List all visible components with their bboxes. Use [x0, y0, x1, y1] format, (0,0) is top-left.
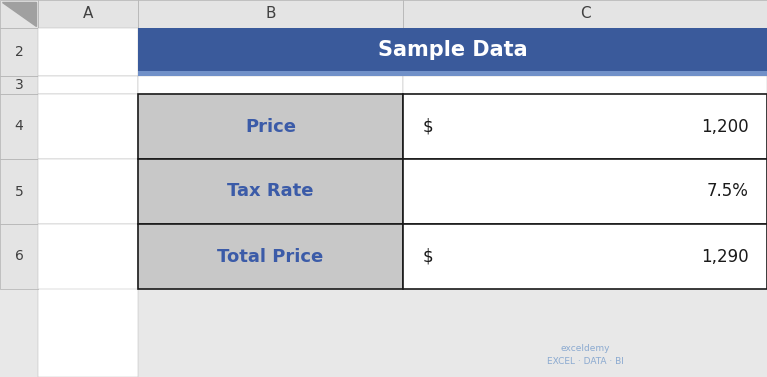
Bar — [0, 28, 38, 76]
Bar — [138, 0, 403, 28]
Bar — [0, 0, 38, 28]
Text: 1,290: 1,290 — [701, 247, 749, 265]
Text: exceldemy
EXCEL · DATA · BI: exceldemy EXCEL · DATA · BI — [547, 344, 624, 366]
Text: 7.5%: 7.5% — [707, 182, 749, 201]
Bar — [38, 0, 138, 28]
Text: 4: 4 — [15, 120, 23, 133]
Bar — [138, 76, 403, 94]
Text: $: $ — [423, 118, 433, 135]
Text: 5: 5 — [15, 184, 23, 199]
Bar — [403, 0, 767, 28]
Bar — [38, 28, 138, 377]
Polygon shape — [2, 2, 36, 26]
Text: $: $ — [423, 247, 433, 265]
Bar — [0, 76, 38, 94]
Bar — [403, 94, 767, 159]
Bar — [403, 159, 767, 224]
Text: 2: 2 — [15, 45, 23, 59]
Bar — [138, 71, 767, 76]
Text: 6: 6 — [15, 250, 24, 264]
Bar — [138, 159, 403, 224]
Bar — [138, 224, 403, 289]
Text: C: C — [580, 6, 591, 21]
Text: Tax Rate: Tax Rate — [227, 182, 314, 201]
Text: Price: Price — [245, 118, 296, 135]
Text: Sample Data: Sample Data — [377, 40, 528, 60]
Bar — [138, 94, 403, 159]
Bar — [38, 159, 138, 224]
Bar — [0, 94, 38, 159]
Bar — [0, 159, 38, 224]
Bar — [38, 76, 138, 94]
Text: 1,200: 1,200 — [701, 118, 749, 135]
Text: 3: 3 — [15, 78, 23, 92]
Text: A: A — [83, 6, 93, 21]
Text: B: B — [265, 6, 276, 21]
Bar — [38, 94, 138, 159]
Bar — [38, 28, 138, 76]
Text: Total Price: Total Price — [217, 247, 324, 265]
Bar — [0, 224, 38, 289]
Bar — [138, 28, 767, 76]
Bar — [403, 76, 767, 94]
Bar — [38, 224, 138, 289]
Bar — [403, 224, 767, 289]
